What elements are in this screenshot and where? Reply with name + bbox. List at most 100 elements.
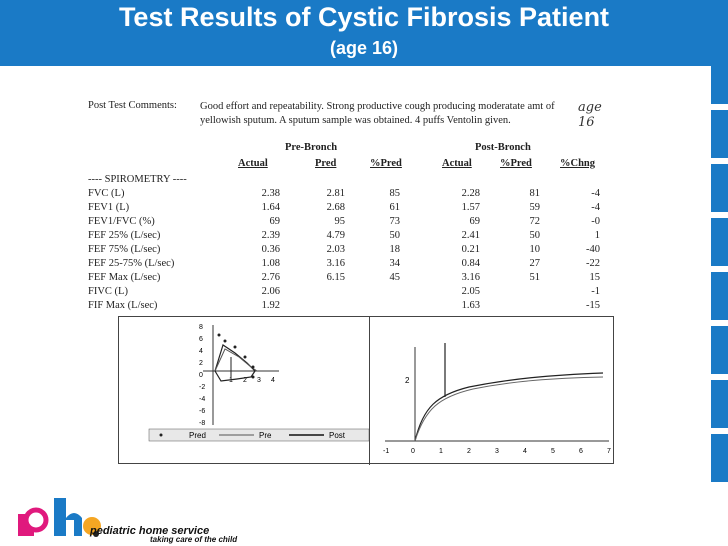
flow-y-tick: 4 xyxy=(199,348,203,355)
flow-y-tick: -6 xyxy=(199,408,205,415)
flow-volume-plot: 8 6 4 2 0 -2 -4 -6 -8 1 2 3 4 Pred Pre Post xyxy=(148,324,369,442)
flow-y-tick: -2 xyxy=(199,384,205,391)
edge-tab xyxy=(711,110,728,158)
legend-box xyxy=(148,428,369,442)
vt-x-tick: -1 xyxy=(383,448,389,455)
handwritten-note: age 16 xyxy=(578,100,602,130)
legend-pred-marker xyxy=(159,433,163,437)
edge-tab xyxy=(711,326,728,374)
cell-pre-actual: 2.38 xyxy=(261,188,280,199)
post-bronch-heading: Post-Bronch xyxy=(475,142,531,153)
cell-post-actual: 1.63 xyxy=(461,300,480,311)
slide-title: Test Results of Cystic Fibrosis Patient xyxy=(118,2,610,32)
cell-post-actual: 0.21 xyxy=(461,244,480,255)
row-label: FEF 25-75% (L/sec) xyxy=(88,258,175,269)
cell-post-actual: 3.16 xyxy=(461,272,480,283)
flow-y-tick: 2 xyxy=(199,360,203,367)
cell-post-actual: 69 xyxy=(469,216,481,227)
row-label: FIF Max (L/sec) xyxy=(88,300,158,311)
logo-text: pediatric home service xyxy=(90,525,210,537)
logo-h-stem xyxy=(54,498,66,536)
flow-x-tick: 2 xyxy=(243,377,247,384)
table-row: FIF Max (L/sec) 1.92 1.63 -15 xyxy=(80,300,620,313)
cell-post-pct: 59 xyxy=(529,202,541,213)
table-row: FEF 75% (L/sec) 0.36 2.03 18 0.21 10 -40 xyxy=(80,244,620,257)
cell-pre-pct: 61 xyxy=(389,202,401,213)
row-label: FEV1/FVC (%) xyxy=(88,216,155,227)
graph-divider xyxy=(369,317,370,465)
col-post-pct: %Pred xyxy=(500,158,532,169)
cell-pre-pct: 45 xyxy=(389,272,401,283)
table-row: FEF 25% (L/sec) 2.39 4.79 50 2.41 50 1 xyxy=(80,230,620,243)
cell-pre-pct: 85 xyxy=(389,188,401,199)
vt-x-tick: 7 xyxy=(607,448,611,455)
cell-pre-pct: 18 xyxy=(389,244,401,255)
cell-pct-change: -1 xyxy=(591,286,600,297)
flow-y-tick: 6 xyxy=(199,336,203,343)
legend-pred: Pred xyxy=(189,431,206,440)
cell-pre-actual: 2.76 xyxy=(261,272,280,283)
cell-pre-actual: 2.39 xyxy=(261,230,280,241)
logo-s-dot xyxy=(83,517,101,535)
cell-pre-actual: 1.64 xyxy=(261,202,280,213)
vt-x-tick: 0 xyxy=(411,448,415,455)
section-label: ---- SPIROMETRY ---- xyxy=(88,174,187,185)
cell-pred: 4.79 xyxy=(326,230,345,241)
col-pred: Pred xyxy=(315,158,337,169)
pred-point xyxy=(233,345,237,349)
vt-y-tick: 2 xyxy=(405,376,410,385)
logo-h-arch xyxy=(66,513,82,536)
cell-pct-change: -4 xyxy=(591,202,600,213)
table-row: FEF Max (L/sec) 2.76 6.15 45 3.16 51 15 xyxy=(80,272,620,285)
cell-pct-change: -40 xyxy=(586,244,600,255)
cell-post-pct: 50 xyxy=(529,230,541,241)
cell-pred: 95 xyxy=(334,216,346,227)
table-row: FIVC (L) 2.06 2.05 -1 xyxy=(80,286,620,299)
pre-loop-inspiratory xyxy=(214,370,256,382)
cell-pct-change: -0 xyxy=(591,216,600,227)
cell-pred: 2.03 xyxy=(326,244,345,255)
vt-pre-curve xyxy=(414,372,604,442)
row-label: FEF 75% (L/sec) xyxy=(88,244,161,255)
cell-pre-actual: 0.36 xyxy=(261,244,280,255)
edge-tab xyxy=(711,434,728,482)
cell-pre-actual: 1.08 xyxy=(261,258,280,269)
cell-post-actual: 1.57 xyxy=(461,202,480,213)
flow-x-tick: 3 xyxy=(257,377,261,384)
comments-label: Post Test Comments: xyxy=(88,100,177,111)
table-row: FEV1/FVC (%) 69 95 73 69 72 -0 xyxy=(80,216,620,229)
edge-tab xyxy=(711,218,728,266)
cell-post-actual: 2.28 xyxy=(461,188,480,199)
edge-tab xyxy=(711,272,728,320)
flow-x-tick: 1 xyxy=(229,377,233,384)
vt-post-curve xyxy=(414,376,604,442)
flow-x-tick: 4 xyxy=(271,377,275,384)
cell-pred: 6.15 xyxy=(326,272,345,283)
slide-subtitle: (age 16) xyxy=(329,38,399,58)
cell-pre-pct: 73 xyxy=(389,216,401,227)
pred-point xyxy=(223,339,227,343)
edge-tab xyxy=(711,380,728,428)
cell-pct-change: 1 xyxy=(594,230,600,241)
pred-point xyxy=(251,365,255,369)
cell-pre-actual: 69 xyxy=(269,216,281,227)
row-label: FEV1 (L) xyxy=(88,202,130,213)
phs-logo xyxy=(18,498,101,537)
comments-text: Good effort and repeatability. Strong pr… xyxy=(200,101,555,126)
cell-pred: 3.16 xyxy=(326,258,345,269)
spirometry-report: Post Test Comments: Good effort and repe… xyxy=(80,92,620,470)
cell-post-pct: 72 xyxy=(529,216,541,227)
col-pct-change: %Chng xyxy=(560,158,596,169)
cell-post-pct: 81 xyxy=(529,188,541,199)
flow-y-tick: -8 xyxy=(199,420,205,427)
vt-x-tick: 3 xyxy=(495,448,499,455)
flow-y-tick: 0 xyxy=(199,372,203,379)
legend-post: Post xyxy=(329,431,346,440)
vt-x-tick: 5 xyxy=(551,448,555,455)
cell-pct-change: 15 xyxy=(589,272,601,283)
volume-time-plot: -1 0 1 2 3 4 5 6 7 2 xyxy=(383,343,611,455)
row-label: FIVC (L) xyxy=(88,286,128,297)
pred-point xyxy=(251,375,255,379)
pred-point xyxy=(243,355,247,359)
